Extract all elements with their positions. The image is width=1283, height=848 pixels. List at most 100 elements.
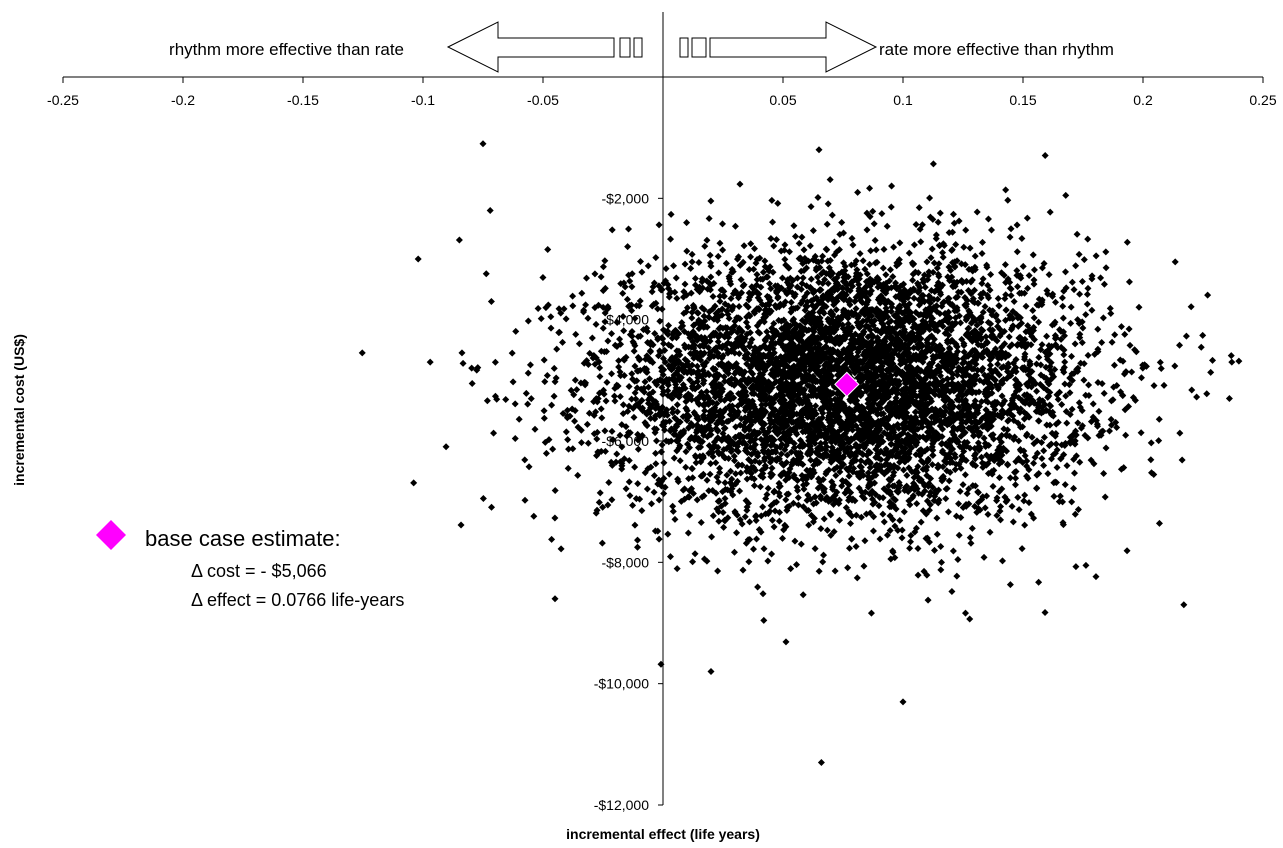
- scatter-point: [522, 389, 530, 397]
- scatter-point: [1030, 266, 1038, 274]
- scatter-point: [982, 333, 990, 341]
- scatter-point: [980, 347, 988, 355]
- scatter-point: [631, 521, 639, 529]
- scatter-point: [848, 234, 856, 242]
- scatter-point: [691, 550, 699, 558]
- scatter-point: [747, 253, 755, 261]
- scatter-point: [1004, 196, 1012, 204]
- scatter-point: [574, 471, 582, 479]
- scatter-point: [953, 572, 961, 580]
- scatter-point: [1077, 424, 1085, 432]
- scatter-point: [716, 239, 724, 247]
- scatter-point: [1147, 456, 1155, 464]
- scatter-point: [1045, 271, 1053, 279]
- scatter-point: [584, 439, 592, 447]
- scatter-point: [571, 376, 579, 384]
- scatter-point: [698, 493, 706, 501]
- scatter-point: [863, 226, 871, 234]
- scatter-point: [1207, 368, 1215, 376]
- scatter-point: [615, 357, 623, 365]
- x-tick-label: -0.1: [411, 92, 435, 108]
- scatter-point: [1063, 419, 1071, 427]
- scatter-point: [989, 482, 997, 490]
- scatter-point: [644, 262, 652, 270]
- scatter-point: [1084, 351, 1092, 359]
- scatter-point: [827, 531, 835, 539]
- scatter-point: [869, 527, 877, 535]
- scatter-point: [1029, 251, 1037, 259]
- scatter-point: [756, 483, 764, 491]
- scatter-point: [1135, 303, 1143, 311]
- x-axis-ticks: -0.25 -0.2 -0.15 -0.1 -0.05 0.05 0.1 0.15 0.2 0.2…: [47, 77, 1277, 108]
- scatter-point: [1038, 341, 1046, 349]
- scatter-point: [674, 475, 682, 483]
- scatter-point: [619, 401, 627, 409]
- scatter-point: [641, 378, 649, 386]
- scatter-point: [1197, 343, 1205, 351]
- scatter-point: [937, 543, 945, 551]
- scatter-point: [790, 222, 798, 230]
- scatter-point: [957, 432, 965, 440]
- scatter-point: [911, 408, 919, 416]
- scatter-point: [1193, 393, 1201, 401]
- scatter-point: [903, 471, 911, 479]
- scatter-point: [652, 425, 660, 433]
- scatter-point: [655, 535, 663, 543]
- scatter-point: [1040, 462, 1048, 470]
- scatter-point: [1035, 318, 1043, 326]
- scatter-point: [998, 392, 1006, 400]
- scatter-point: [799, 274, 807, 282]
- scatter-point: [746, 518, 754, 526]
- scatter-point: [917, 518, 925, 526]
- scatter-point: [1011, 433, 1019, 441]
- scatter-point: [596, 489, 604, 497]
- scatter-point: [980, 553, 988, 561]
- scatter-point: [772, 236, 780, 244]
- scatter-point: [482, 270, 490, 278]
- scatter-point: [658, 441, 666, 449]
- scatter-point: [1079, 324, 1087, 332]
- scatter-point: [949, 210, 957, 218]
- scatter-point: [1029, 307, 1037, 315]
- scatter-point: [835, 516, 843, 524]
- scatter-point: [1002, 291, 1010, 299]
- scatter-point: [774, 199, 782, 207]
- scatter-point: [1204, 291, 1212, 299]
- scatter-point: [961, 471, 969, 479]
- scatter-point: [625, 478, 633, 486]
- right-arrow-box-1: [679, 37, 689, 58]
- scatter-point: [1155, 415, 1163, 423]
- scatter-point: [650, 472, 658, 480]
- scatter-point: [648, 288, 656, 296]
- scatter-point: [1084, 235, 1092, 243]
- scatter-point: [814, 194, 822, 202]
- scatter-point: [987, 270, 995, 278]
- scatter-point: [479, 494, 487, 502]
- scatter-point: [750, 482, 758, 490]
- scatter-point: [560, 305, 568, 313]
- scatter-point: [688, 258, 696, 266]
- scatter-point: [1043, 332, 1051, 340]
- scatter-point: [578, 439, 586, 447]
- scatter-point: [906, 544, 914, 552]
- scatter-point: [584, 314, 592, 322]
- scatter-point: [888, 182, 896, 190]
- scatter-point: [1099, 314, 1107, 322]
- scatter-point: [952, 240, 960, 248]
- scatter-point: [660, 490, 668, 498]
- scatter-point: [634, 543, 642, 551]
- scatter-point: [526, 361, 534, 369]
- scatter-point: [1108, 338, 1116, 346]
- scatter-point: [957, 319, 965, 327]
- scatter-point: [846, 544, 854, 552]
- scatter-point: [608, 370, 616, 378]
- scatter-point: [860, 562, 868, 570]
- scatter-point: [620, 372, 628, 380]
- scatter-point: [955, 531, 963, 539]
- scatter-point: [1037, 346, 1045, 354]
- scatter-point: [731, 370, 739, 378]
- scatter-point: [1060, 363, 1068, 371]
- scatter-point: [680, 288, 688, 296]
- scatter-point: [1053, 464, 1061, 472]
- scatter-point: [636, 495, 644, 503]
